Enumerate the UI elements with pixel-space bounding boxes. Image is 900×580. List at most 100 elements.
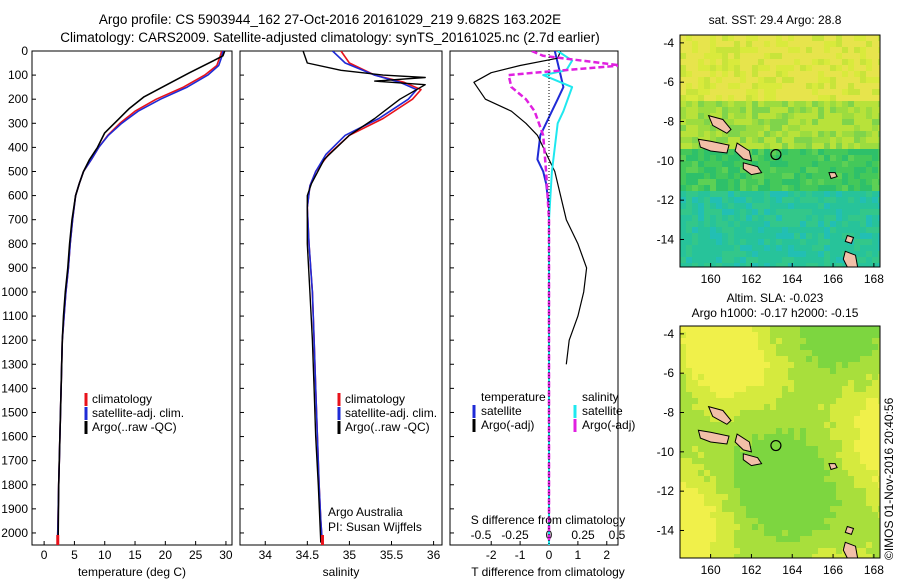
map-cell bbox=[866, 344, 873, 351]
map-cell bbox=[830, 149, 837, 156]
map-cell bbox=[716, 380, 723, 387]
map-cell bbox=[866, 404, 873, 411]
map-cell bbox=[848, 119, 855, 126]
map-cell bbox=[770, 131, 777, 138]
map-cell bbox=[764, 197, 771, 204]
map-cell bbox=[818, 65, 825, 72]
map-cell bbox=[776, 95, 783, 102]
map-cell bbox=[692, 71, 699, 78]
map-cell bbox=[722, 203, 729, 210]
map-cell bbox=[752, 251, 759, 258]
map-cell bbox=[782, 428, 789, 435]
map-cell bbox=[806, 506, 813, 513]
map-cell bbox=[704, 101, 711, 108]
map-cell bbox=[854, 380, 861, 387]
map-cell bbox=[710, 251, 717, 258]
map-cell bbox=[692, 422, 699, 429]
map-cell bbox=[806, 512, 813, 519]
map-cell bbox=[740, 470, 747, 477]
map-cell bbox=[830, 512, 837, 519]
map-cell bbox=[788, 416, 795, 423]
map-cell bbox=[782, 536, 789, 543]
map-cell bbox=[698, 452, 705, 459]
map-cell bbox=[686, 428, 693, 435]
map-cell bbox=[854, 452, 861, 459]
map-cell bbox=[710, 554, 717, 558]
map-cell bbox=[692, 410, 699, 417]
map-cell bbox=[830, 350, 837, 357]
map-cell bbox=[770, 95, 777, 102]
map-cell bbox=[686, 464, 693, 471]
island bbox=[844, 234, 855, 245]
map-cell bbox=[722, 536, 729, 543]
map-cell bbox=[794, 476, 801, 483]
map-cell bbox=[776, 428, 783, 435]
map-cell bbox=[860, 506, 867, 513]
map-cell bbox=[734, 404, 741, 411]
map-cell bbox=[770, 404, 777, 411]
map-cell bbox=[854, 416, 861, 423]
map-cell bbox=[818, 179, 825, 186]
map-cell bbox=[878, 434, 880, 441]
map-cell bbox=[764, 350, 771, 357]
map-cell bbox=[686, 542, 693, 549]
map-cell bbox=[788, 332, 795, 339]
map-cell bbox=[734, 107, 741, 114]
map-cell bbox=[794, 422, 801, 429]
map-cell bbox=[866, 209, 873, 216]
map-cell bbox=[740, 398, 747, 405]
map-cell bbox=[680, 125, 687, 132]
map-cell bbox=[782, 149, 789, 156]
map-cell bbox=[716, 482, 723, 489]
map-cell bbox=[812, 191, 819, 198]
y-tick-label: 700 bbox=[8, 213, 28, 227]
map-cell bbox=[866, 185, 873, 192]
map-cell bbox=[866, 338, 873, 345]
map-cell bbox=[830, 131, 837, 138]
y-tick-label: 2000 bbox=[1, 526, 28, 540]
map-cell bbox=[704, 59, 711, 66]
map-cell bbox=[836, 434, 843, 441]
map-cell bbox=[818, 398, 825, 405]
map-cell bbox=[764, 245, 771, 252]
map-cell bbox=[686, 338, 693, 345]
sst-map-frame bbox=[679, 34, 881, 268]
map-cell bbox=[788, 470, 795, 477]
map-cell bbox=[692, 386, 699, 393]
map-cell bbox=[764, 149, 771, 156]
legend-label: Argo(..raw -QC) bbox=[345, 420, 430, 434]
map-cell bbox=[728, 137, 735, 144]
map-cell bbox=[770, 143, 777, 150]
map-cell bbox=[872, 191, 879, 198]
map-cell bbox=[836, 518, 843, 525]
map-cell bbox=[824, 362, 831, 369]
difference-top-xlabel: S difference from climatology bbox=[471, 513, 626, 527]
map-cell bbox=[716, 464, 723, 471]
map-cell bbox=[818, 131, 825, 138]
map-cell bbox=[824, 227, 831, 234]
map-cell bbox=[722, 113, 729, 120]
y-tick-label: 1400 bbox=[1, 381, 28, 395]
map-cell bbox=[746, 500, 753, 507]
map-cell bbox=[824, 149, 831, 156]
map-cell bbox=[794, 41, 801, 48]
map-cell bbox=[872, 47, 879, 54]
map-cell bbox=[818, 440, 825, 447]
map-cell bbox=[728, 350, 735, 357]
map-cell bbox=[860, 452, 867, 459]
map-cell bbox=[734, 452, 741, 459]
map-cell bbox=[824, 494, 831, 501]
map-cell bbox=[794, 326, 801, 333]
map-cell bbox=[710, 494, 717, 501]
map-cell bbox=[806, 386, 813, 393]
map-cell bbox=[692, 548, 699, 555]
map-cell bbox=[842, 143, 849, 150]
map-cell bbox=[746, 482, 753, 489]
map-cell bbox=[818, 185, 825, 192]
map-cell bbox=[788, 101, 795, 108]
map-cell bbox=[800, 65, 807, 72]
island bbox=[842, 541, 859, 558]
map-cell bbox=[698, 95, 705, 102]
map-cell bbox=[776, 524, 783, 531]
map-cell bbox=[824, 440, 831, 447]
